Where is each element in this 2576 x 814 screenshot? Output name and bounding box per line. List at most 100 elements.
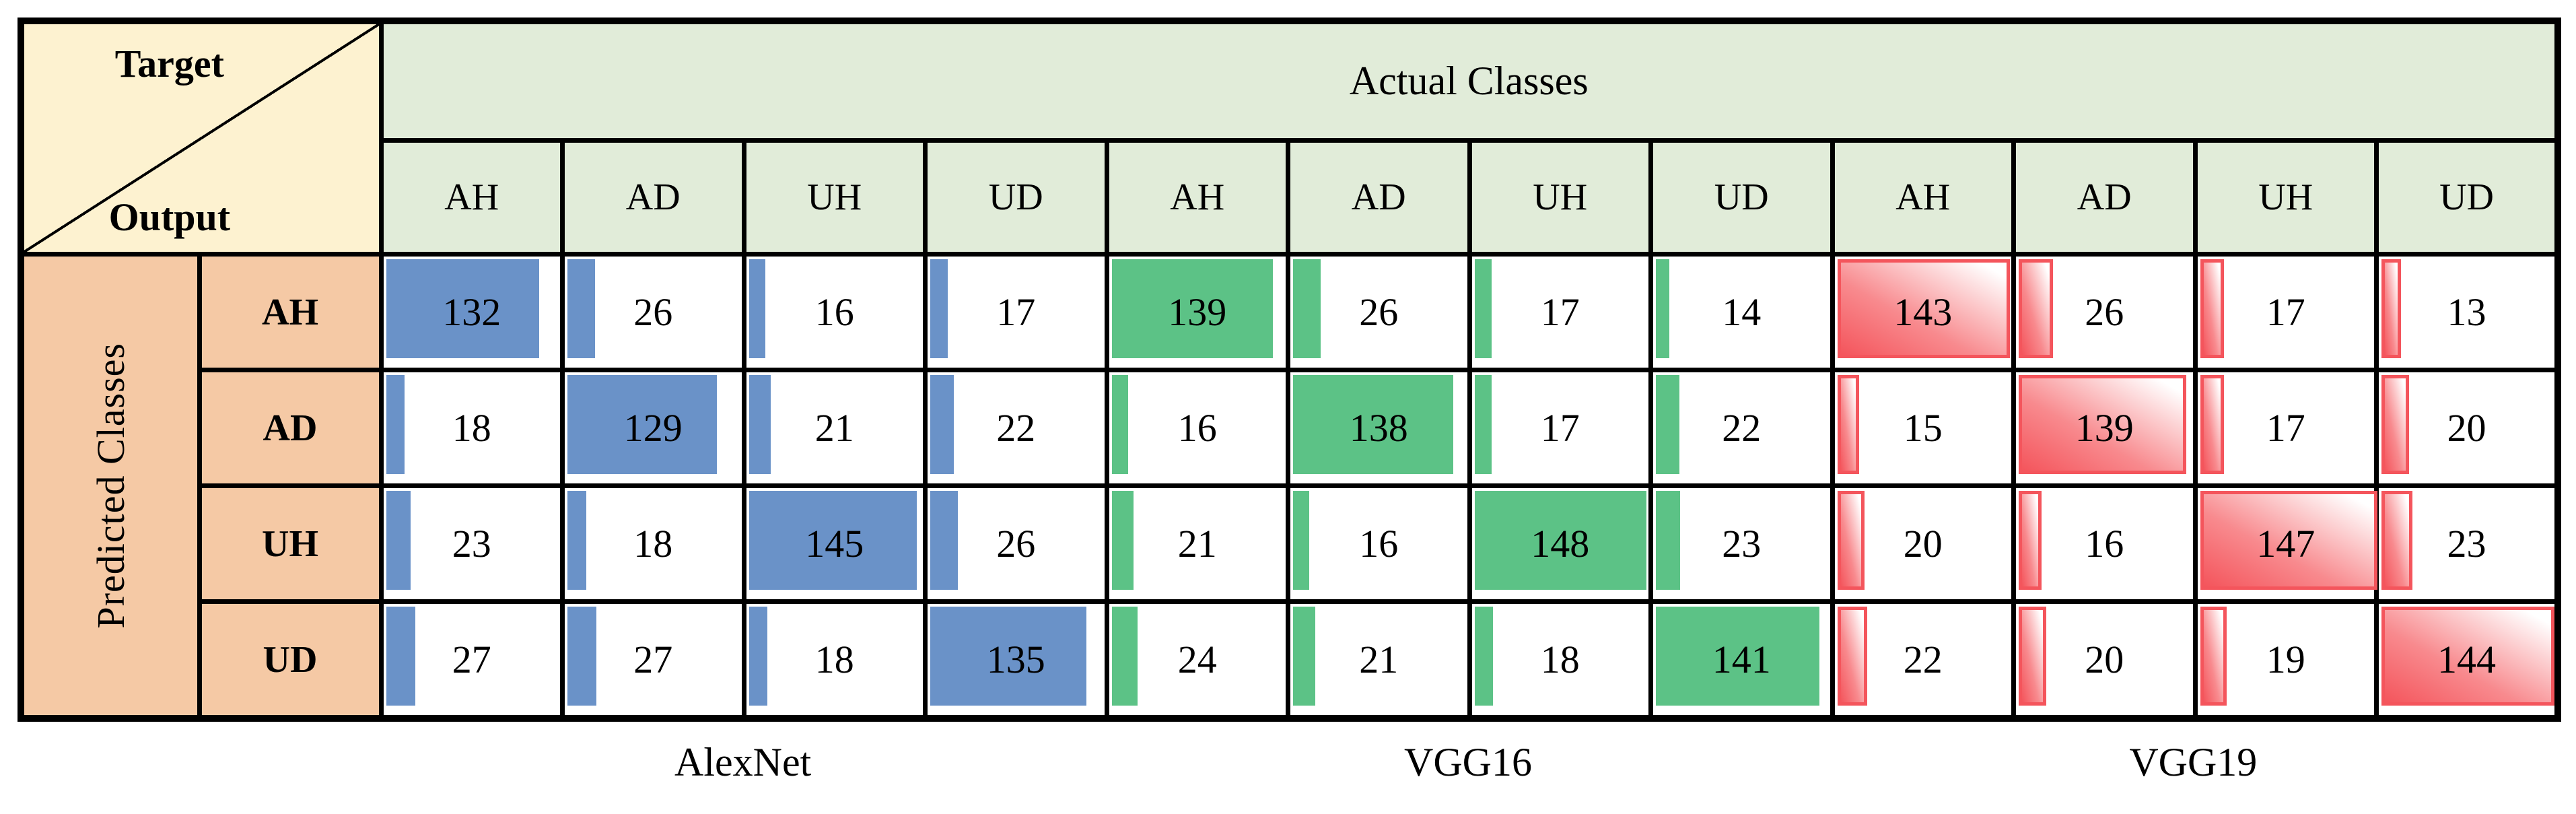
matrix-cell-VGG19-UH-UD: 23 [2374,483,2561,604]
value-bar [1656,491,1681,590]
row-header-label: UH [262,522,318,565]
actual-classes-header-cell: Actual Classes [378,18,2561,143]
cell-value: 138 [1349,405,1408,450]
matrix-cell-content: 21 [746,372,924,483]
matrix-cell-content: 18 [746,604,924,715]
col-header-label: AD [625,176,681,219]
matrix-cell-content: 21 [1109,488,1286,599]
cell-value: 18 [1540,637,1580,681]
matrix-cell-content: 129 [565,372,742,483]
value-bar [749,375,771,474]
matrix-cell-content: 16 [1290,488,1467,599]
value-bar [1293,259,1321,358]
col-header-VGG16-UH: UH [1467,138,1653,257]
matrix-cell-content: 18 [1472,604,1649,715]
matrix-cell-content: 22 [1835,604,2012,715]
matrix-cell-content: 26 [565,257,742,368]
matrix-cell-VGG19-UD-UD: 144 [2374,599,2561,721]
value-bar [930,259,948,358]
matrix-cell-VGG19-UD-UH: 19 [2192,599,2379,721]
cell-value: 132 [442,290,501,334]
cell-value: 139 [1168,290,1227,334]
predicted-classes-header-cell: Predicted Classes [18,252,202,721]
value-bar [1474,607,1493,706]
col-header-AlexNet-AH: AH [378,138,565,257]
matrix-row-UH: UH 23 18 145 26 21 16 148 23 20 16 147 23 [21,483,2561,604]
matrix-cell-content: 141 [1653,604,1830,715]
cell-value: 145 [805,521,864,566]
cell-value: 17 [1540,290,1580,334]
matrix-cell-VGG19-AD-UD: 20 [2374,368,2561,488]
cell-value: 20 [2085,637,2124,681]
predicted-classes-label: Predicted Classes [88,343,133,629]
cell-value: 143 [1893,290,1953,334]
value-bar [1837,259,2010,358]
matrix-cell-AlexNet-AD-AH: 18 [378,368,565,488]
matrix-cell-VGG19-UH-AD: 16 [2011,483,2198,604]
matrix-cell-content: 26 [928,488,1105,599]
row-header-UH: UH [197,483,384,604]
cell-value: 16 [1359,521,1399,566]
model-label-VGG16: VGG16 [1403,740,1532,784]
matrix-cell-content: 148 [1472,488,1649,599]
matrix-cell-content: 17 [1472,372,1649,483]
col-header-AlexNet-AD: AD [560,138,746,257]
cell-value: 26 [2085,290,2124,334]
confusion-matrix-table: Target Output Actual Classes AH AD UH UD AH A… [18,18,2562,722]
matrix-cell-content: 26 [2016,257,2193,368]
cell-value: 24 [1177,637,1217,681]
col-header-label: AH [1895,176,1951,219]
matrix-cell-VGG19-AH-UD: 13 [2374,252,2561,372]
matrix-cell-VGG16-UH-AH: 21 [1104,483,1290,604]
matrix-cell-AlexNet-UH-UH: 145 [741,483,928,604]
col-header-label: UH [807,176,862,219]
matrix-cell-content: 132 [384,257,561,368]
matrix-cell-content: 139 [1109,257,1286,368]
matrix-cell-VGG19-AH-AH: 143 [1830,252,2016,372]
value-bar [1837,375,1859,474]
matrix-cell-AlexNet-UH-AD: 18 [560,483,746,604]
cell-value: 18 [814,637,854,681]
matrix-cell-content: 22 [928,372,1105,483]
matrix-cell-AlexNet-UD-UD: 135 [923,599,1109,721]
matrix-cell-content: 145 [746,488,924,599]
col-header-VGG16-AH: AH [1104,138,1290,257]
matrix-cell-VGG16-AD-UH: 17 [1467,368,1653,488]
cell-value: 16 [814,290,854,334]
matrix-cell-VGG19-UD-AH: 22 [1830,599,2016,721]
matrix-cell-content: 17 [2198,372,2375,483]
value-bar [386,607,415,706]
matrix-cell-content: 143 [1835,257,2012,368]
matrix-cell-VGG16-AH-UH: 17 [1467,252,1653,372]
matrix-cell-AlexNet-AD-UH: 21 [741,368,928,488]
matrix-cell-VGG19-AH-UH: 17 [2192,252,2379,372]
matrix-cell-content: 139 [2016,372,2193,483]
value-bar [1293,607,1315,706]
value-bar [386,491,411,590]
value-bar [1837,491,1865,590]
row-header-label: UD [263,638,318,681]
cell-value: 17 [1540,405,1580,450]
col-header-label: AH [444,176,499,219]
matrix-cell-content: 23 [2379,488,2554,599]
cell-value: 18 [452,405,491,450]
cell-value: 22 [1903,637,1943,681]
value-bar [2019,491,2042,590]
matrix-cell-VGG16-UD-UD: 141 [1648,599,1835,721]
cell-value: 20 [2447,405,2486,450]
value-bar [386,259,539,358]
matrix-cell-content: 23 [1653,488,1830,599]
row-header-UD: UD [197,599,384,721]
value-bar [2381,375,2409,474]
cell-value: 135 [986,637,1045,681]
corner-cell: Target Output [18,18,384,257]
row-header-label: AH [262,291,318,333]
value-bar [1656,375,1679,474]
cell-value: 21 [1177,521,1217,566]
value-bar [386,375,405,474]
matrix-cell-AlexNet-UD-AD: 27 [560,599,746,721]
matrix-cell-VGG16-UH-UD: 23 [1648,483,1835,604]
cell-value: 18 [633,521,673,566]
matrix-cell-AlexNet-UD-UH: 18 [741,599,928,721]
